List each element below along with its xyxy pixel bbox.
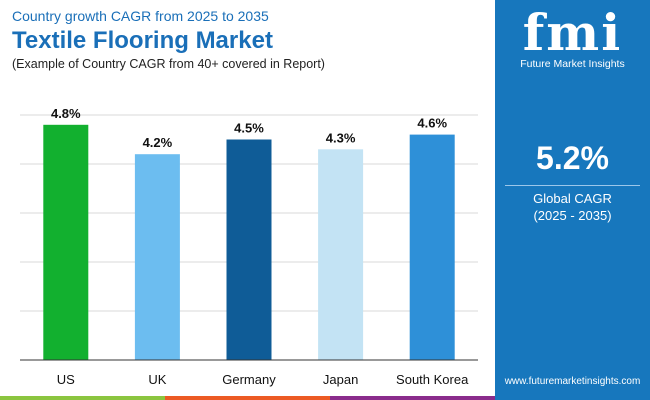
data-label: 4.8% bbox=[51, 106, 81, 121]
bar-chart: 4.8% US 4.2% UK 4.5% Germany 4.3% Japan 4.6% Sout… bbox=[20, 106, 478, 387]
info-panel: fmi Future Market Insights 5.2% Global CA… bbox=[495, 0, 650, 400]
x-tick-label: Germany bbox=[222, 372, 276, 387]
fmi-logo: fmi Future Market Insights bbox=[495, 3, 650, 71]
x-tick-label: South Korea bbox=[396, 372, 469, 387]
x-tick-label: Japan bbox=[323, 372, 358, 387]
website-url[interactable]: www.futuremarketinsights.com bbox=[504, 376, 641, 387]
bar-uk bbox=[134, 154, 180, 360]
cagr-period: (2025 - 2035) bbox=[533, 208, 612, 223]
data-label: 4.6% bbox=[417, 116, 447, 131]
data-label: 4.5% bbox=[234, 121, 264, 136]
strip-purple bbox=[330, 396, 495, 400]
brand-name: Future Market Insights bbox=[520, 58, 625, 70]
bar-us bbox=[43, 124, 89, 360]
chart-subtitle: Country growth CAGR from 2025 to 2035 bbox=[12, 8, 269, 24]
chart-note: (Example of Country CAGR from 40+ covere… bbox=[12, 57, 325, 71]
x-tick-label: US bbox=[57, 372, 75, 387]
cagr-label: Global CAGR bbox=[533, 191, 612, 206]
bar-south-korea bbox=[409, 134, 455, 360]
bar-germany bbox=[226, 139, 272, 360]
strip-green bbox=[0, 396, 165, 400]
chart-title: Textile Flooring Market bbox=[12, 27, 273, 54]
x-tick-label: UK bbox=[148, 372, 166, 387]
global-cagr-label: Global CAGR (2025 - 2035) bbox=[495, 190, 650, 224]
strip-orange bbox=[165, 396, 330, 400]
data-label: 4.2% bbox=[143, 135, 173, 150]
data-label: 4.3% bbox=[326, 130, 356, 145]
global-cagr-value: 5.2% bbox=[536, 140, 609, 176]
bar-japan bbox=[318, 149, 364, 360]
logo-mark: fmi bbox=[522, 3, 623, 62]
divider bbox=[505, 185, 640, 186]
